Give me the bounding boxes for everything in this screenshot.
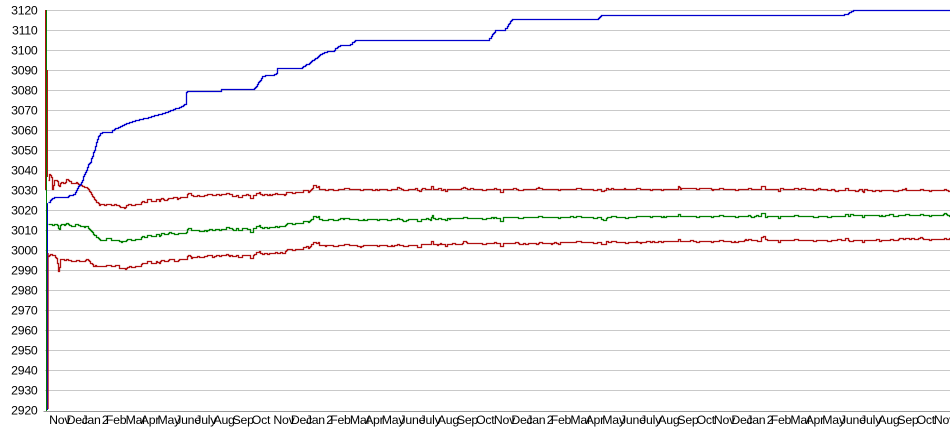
svg-text:Jan: Jan <box>746 413 765 427</box>
svg-text:Nov: Nov <box>934 413 950 427</box>
svg-text:May: May <box>602 413 626 427</box>
svg-text:July: July <box>640 413 662 427</box>
svg-text:Dec: Dec <box>67 413 88 427</box>
svg-text:3000: 3000 <box>11 243 38 257</box>
svg-text:3030: 3030 <box>11 183 38 197</box>
svg-text:Mar: Mar <box>350 413 371 427</box>
svg-text:Jan: Jan <box>82 413 101 427</box>
svg-text:Feb: Feb <box>551 413 572 427</box>
svg-text:June: June <box>620 413 646 427</box>
svg-text:Dec: Dec <box>731 413 752 427</box>
svg-text:3110: 3110 <box>12 23 38 37</box>
svg-text:July: July <box>195 413 217 427</box>
svg-text:Sep: Sep <box>457 413 479 427</box>
svg-text:Sep: Sep <box>233 413 255 427</box>
svg-text:Jan: Jan <box>306 413 325 427</box>
svg-text:Apr: Apr <box>365 413 384 427</box>
svg-text:May: May <box>158 413 182 427</box>
svg-text:Aug: Aug <box>658 413 680 427</box>
svg-text:2920: 2920 <box>11 403 38 417</box>
svg-text:3040: 3040 <box>11 163 38 177</box>
svg-text:3120: 3120 <box>11 3 38 17</box>
svg-text:Feb: Feb <box>330 413 351 427</box>
svg-text:Mar: Mar <box>570 413 591 427</box>
svg-text:July: July <box>420 413 442 427</box>
svg-text:June: June <box>175 413 201 427</box>
svg-text:Apr: Apr <box>806 413 825 427</box>
svg-text:2: 2 <box>102 413 109 427</box>
svg-text:Oct: Oct <box>697 413 716 427</box>
svg-text:May: May <box>822 413 846 427</box>
svg-text:Feb: Feb <box>771 413 792 427</box>
svg-text:Nov: Nov <box>49 413 71 427</box>
svg-text:2980: 2980 <box>11 283 38 297</box>
svg-text:2950: 2950 <box>11 343 38 357</box>
svg-text:Apr: Apr <box>141 413 160 427</box>
svg-text:Oct: Oct <box>252 413 271 427</box>
svg-text:Aug: Aug <box>878 413 900 427</box>
svg-text:Sep: Sep <box>677 413 699 427</box>
svg-text:3050: 3050 <box>11 143 38 157</box>
svg-text:June: June <box>840 413 866 427</box>
svg-text:3080: 3080 <box>11 83 38 97</box>
svg-text:Mar: Mar <box>790 413 811 427</box>
svg-text:Mar: Mar <box>126 413 147 427</box>
svg-text:June: June <box>400 413 426 427</box>
svg-text:2930: 2930 <box>11 383 38 397</box>
svg-text:Aug: Aug <box>214 413 236 427</box>
svg-text:Nov: Nov <box>273 413 295 427</box>
svg-text:3010: 3010 <box>11 223 38 237</box>
svg-text:Nov: Nov <box>714 413 736 427</box>
svg-text:3100: 3100 <box>11 43 38 57</box>
svg-text:2960: 2960 <box>11 323 38 337</box>
svg-text:2: 2 <box>326 413 333 427</box>
svg-text:July: July <box>860 413 882 427</box>
svg-text:May: May <box>382 413 406 427</box>
svg-text:3020: 3020 <box>11 203 38 217</box>
svg-text:Dec: Dec <box>291 413 312 427</box>
svg-text:2970: 2970 <box>11 303 38 317</box>
svg-text:3060: 3060 <box>11 123 38 137</box>
svg-text:Jan: Jan <box>526 413 545 427</box>
svg-text:Feb: Feb <box>106 413 127 427</box>
svg-text:2940: 2940 <box>11 363 38 377</box>
svg-text:3090: 3090 <box>11 63 38 77</box>
svg-text:Dec: Dec <box>511 413 532 427</box>
svg-text:2: 2 <box>547 413 554 427</box>
svg-text:Oct: Oct <box>917 413 936 427</box>
svg-text:2990: 2990 <box>11 263 38 277</box>
svg-text:Apr: Apr <box>586 413 605 427</box>
svg-text:Oct: Oct <box>476 413 495 427</box>
svg-text:3070: 3070 <box>11 103 38 117</box>
svg-text:2: 2 <box>767 413 774 427</box>
svg-text:Sep: Sep <box>897 413 919 427</box>
svg-text:Aug: Aug <box>438 413 460 427</box>
svg-text:Nov: Nov <box>494 413 516 427</box>
